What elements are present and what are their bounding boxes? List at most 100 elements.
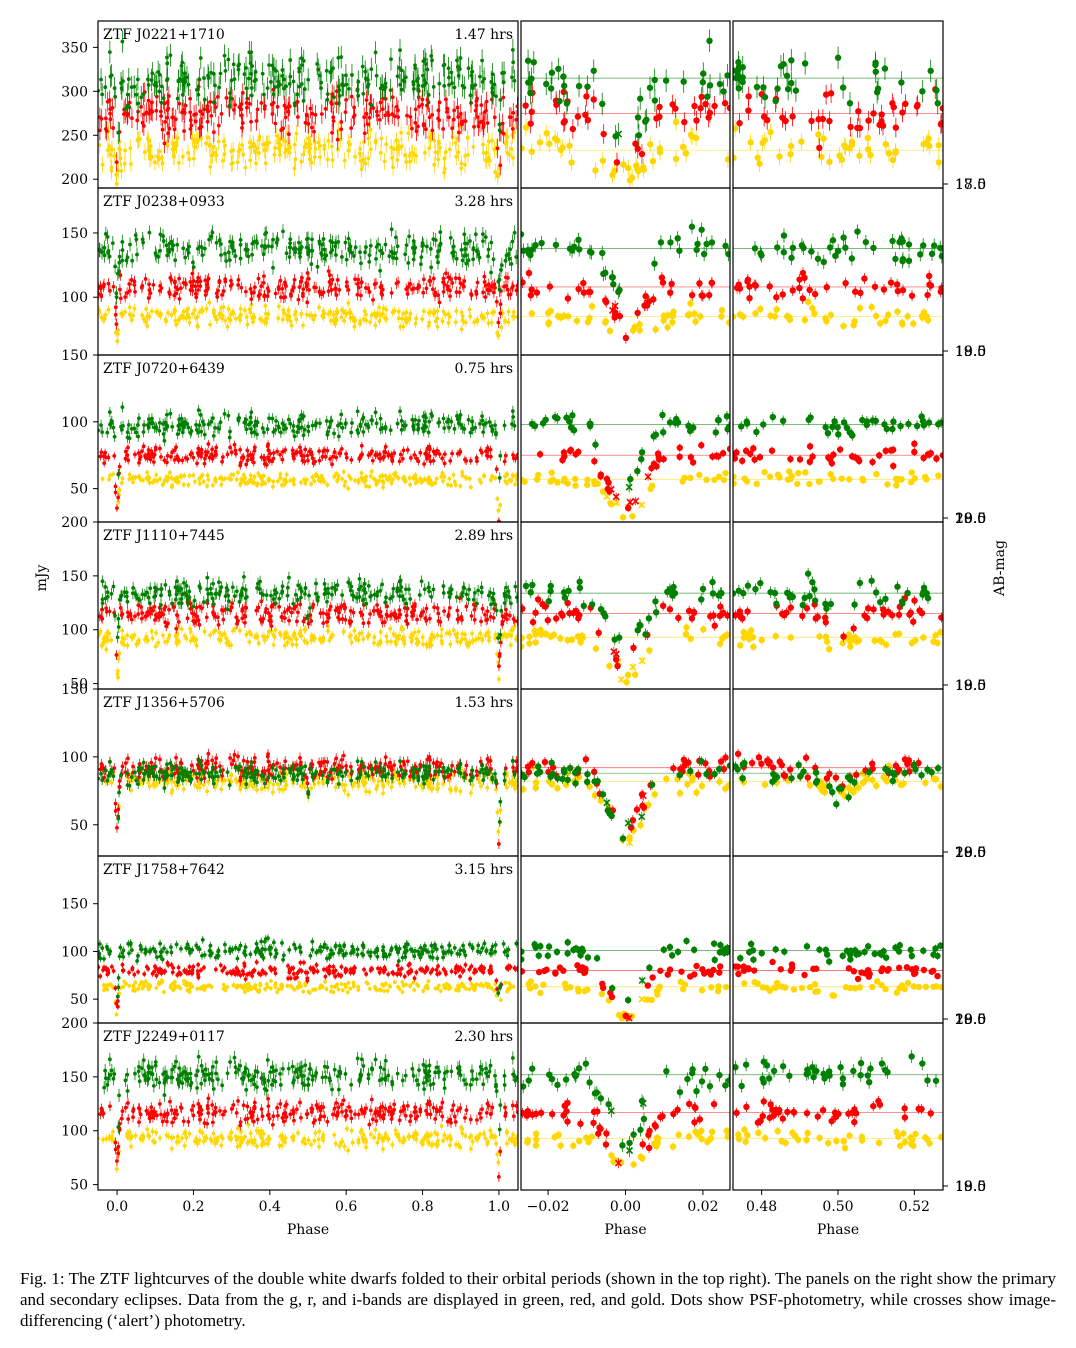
data-point-i (414, 316, 419, 321)
data-point-g (293, 247, 297, 252)
data-point-g (299, 245, 304, 250)
data-point-g (431, 237, 436, 242)
data-point-i (247, 140, 252, 145)
data-point-g (340, 82, 344, 87)
data-point-i (358, 321, 362, 326)
data-point-i (231, 472, 236, 477)
data-point-r (381, 96, 385, 101)
data-point-i (787, 150, 794, 158)
data-point-g (271, 265, 275, 270)
data-point-r (842, 279, 849, 287)
data-point-i (669, 319, 676, 326)
data-point-i (127, 312, 132, 317)
data-point-g (395, 244, 400, 249)
data-point-i (827, 311, 835, 319)
data-point-g (428, 246, 433, 251)
data-point-g (512, 78, 517, 83)
data-point-r (266, 289, 271, 293)
data-point-i (216, 139, 221, 144)
data-point-r (278, 452, 282, 457)
data-point-g (114, 291, 119, 296)
data-point-i (347, 474, 351, 478)
data-point-r (696, 280, 703, 287)
data-point-g (299, 82, 304, 86)
panel-frame (732, 20, 944, 189)
data-point-g (226, 57, 231, 62)
data-point-r (658, 274, 666, 281)
data-point-r (163, 120, 168, 124)
data-point-i (399, 130, 403, 135)
data-point-g (552, 241, 560, 249)
data-point-g (247, 76, 251, 81)
data-point-i (363, 161, 368, 166)
data-point-r (430, 287, 435, 292)
data-point-r (711, 102, 718, 110)
data-point-g (136, 101, 141, 106)
data-point-g (168, 53, 173, 58)
data-point-i (348, 476, 353, 481)
data-point-r (396, 115, 401, 120)
data-point-r (206, 442, 211, 446)
data-points (521, 29, 730, 188)
data-point-g (514, 255, 518, 259)
data-point-g (236, 63, 241, 68)
data-point-r (301, 287, 306, 292)
data-point-r (656, 103, 663, 111)
data-point-r (796, 276, 803, 283)
data-point-i (346, 486, 351, 491)
data-point-r (808, 117, 815, 125)
subplot-full (97, 187, 519, 356)
data-point-g (110, 241, 115, 246)
data-point-i (747, 139, 754, 146)
data-point-r (238, 463, 243, 468)
y-tick-label: 300 (61, 84, 88, 100)
data-point-g (105, 234, 110, 239)
data-point-r (199, 124, 204, 129)
data-point-i (227, 476, 231, 481)
data-point-g (774, 244, 781, 251)
data-point-r (283, 115, 288, 120)
data-point-r (158, 109, 163, 114)
data-point-r (232, 442, 237, 447)
data-point-g (560, 73, 567, 80)
data-point-i (867, 151, 874, 159)
data-point-r (638, 150, 646, 158)
data-point-r (330, 130, 335, 135)
data-point-r (198, 284, 203, 289)
data-point-r (894, 287, 902, 295)
data-point-r (878, 118, 885, 125)
data-point-i (521, 145, 525, 152)
data-point-g (243, 247, 248, 252)
data-point-g (528, 75, 535, 82)
data-point-r (123, 456, 128, 461)
data-point-i (359, 167, 364, 172)
data-point-r (455, 105, 460, 110)
data-point-i (460, 470, 465, 475)
data-point-i (220, 158, 225, 163)
data-point-g (480, 58, 485, 63)
data-point-g (489, 240, 494, 245)
data-point-g (169, 239, 174, 244)
data-point-i (440, 319, 445, 324)
data-point-r (409, 456, 413, 460)
data-point-g (905, 257, 913, 265)
data-point-i (485, 311, 490, 316)
data-point-i (278, 153, 282, 157)
data-point-r (108, 111, 112, 116)
data-point-i (460, 318, 465, 323)
data-points (521, 219, 730, 344)
data-point-g (321, 237, 326, 241)
data-point-r (511, 284, 515, 289)
data-point-r (162, 141, 167, 146)
data-point-g (295, 92, 300, 97)
data-point-g (254, 239, 259, 244)
data-point-i (773, 306, 780, 313)
data-point-g (800, 244, 807, 252)
data-point-r (600, 130, 607, 138)
data-point-i (213, 477, 218, 482)
data-point-i (282, 311, 286, 316)
data-point-i (481, 316, 486, 321)
data-point-i (238, 318, 242, 323)
data-point-g (524, 57, 532, 64)
